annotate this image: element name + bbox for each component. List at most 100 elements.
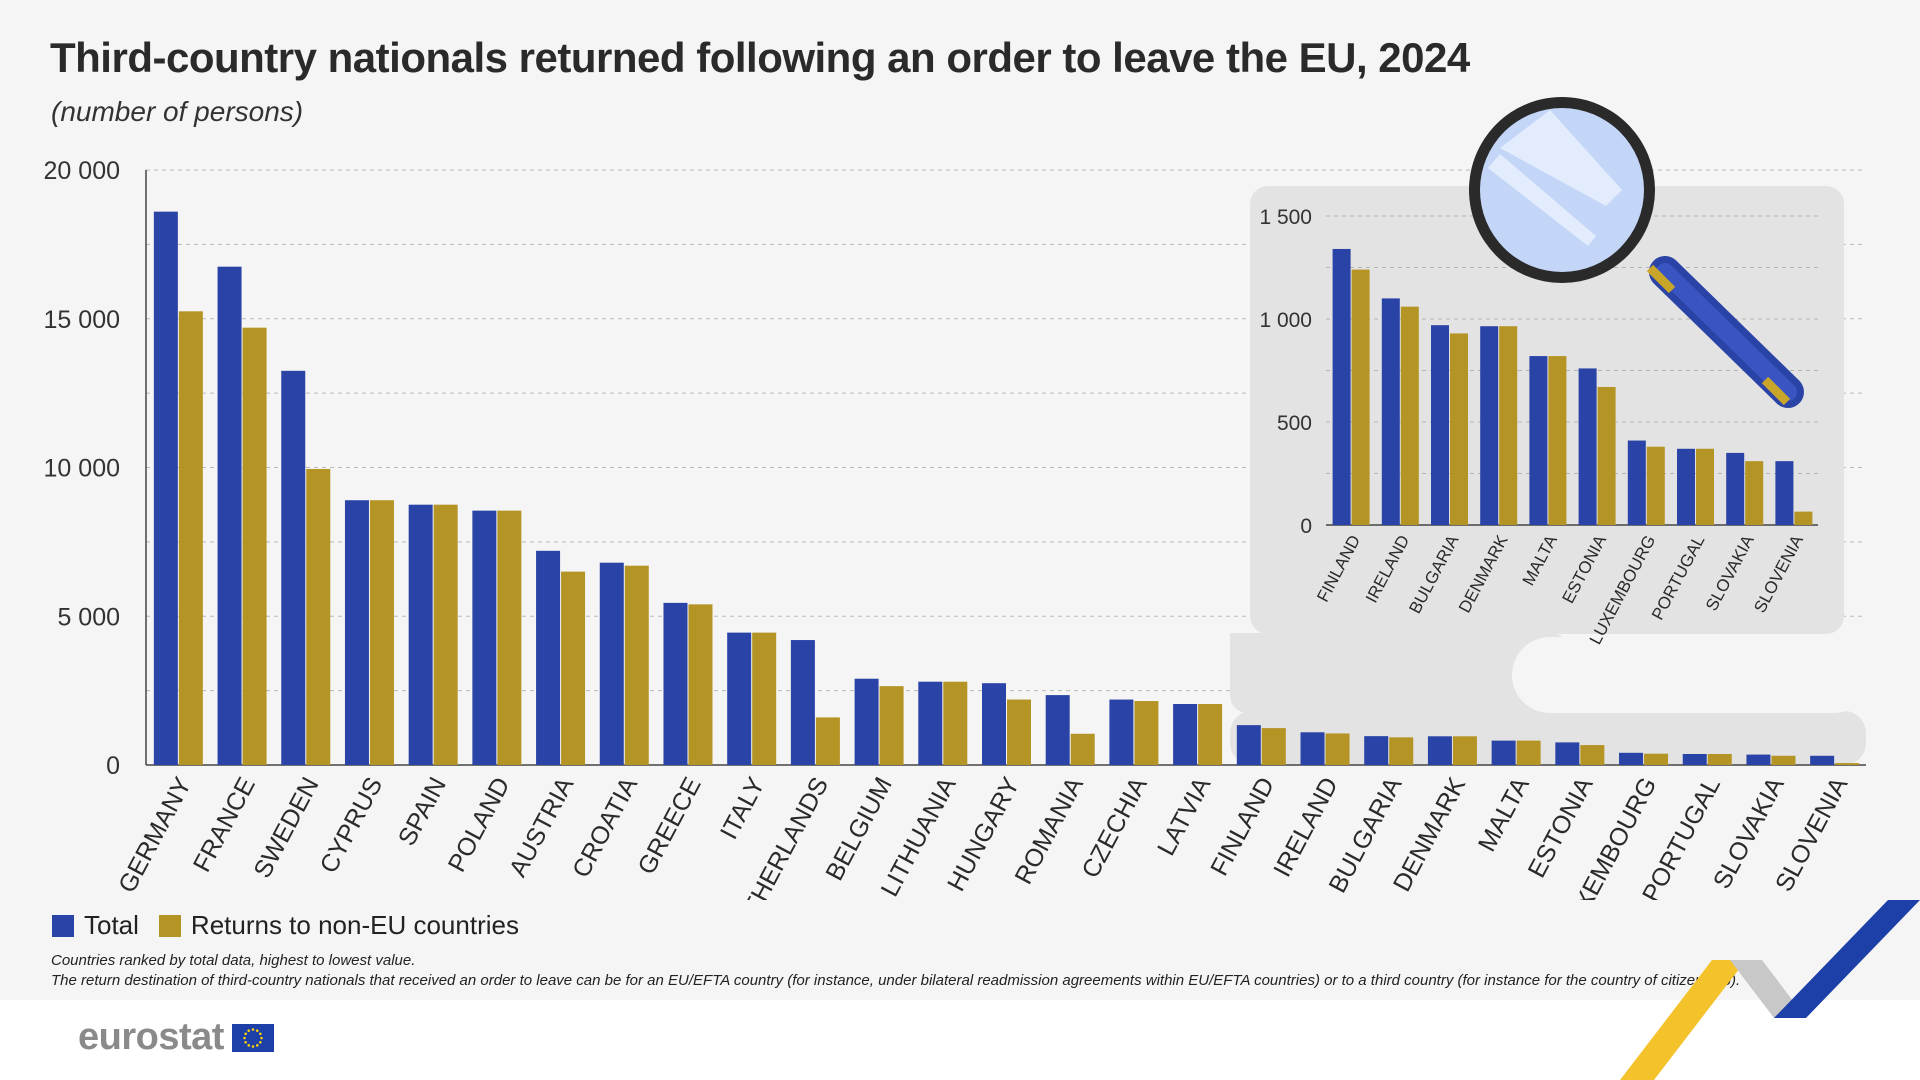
bar-total-lithuania [918, 681, 943, 765]
bar-non-eu-hungary [1007, 699, 1031, 765]
legend-label-total: Total [84, 910, 139, 940]
bar-non-eu-sweden [306, 468, 331, 765]
bar-non-eu-latvia [1198, 704, 1223, 765]
main-bars [153, 211, 1860, 765]
x-tick-label: GREECE [632, 773, 706, 879]
bar-total-greece [663, 602, 688, 765]
legend-label-non-eu: Returns to non-EU countries [190, 910, 519, 940]
bar-non-eu-italy [752, 632, 777, 765]
inset-bar-total-luxembourg [1627, 440, 1646, 525]
bar-total-france [217, 266, 242, 765]
bar-non-eu-bulgaria [1389, 737, 1414, 765]
inset-bar-total-slovakia [1726, 452, 1745, 525]
y-tick-label: 0 [106, 752, 120, 780]
bar-non-eu-austria [561, 571, 586, 765]
x-tick-label: POLAND [443, 773, 516, 877]
bar-total-estonia [1555, 742, 1580, 765]
inset-bar-non-eu-slovakia [1745, 461, 1764, 525]
zoom-band [1230, 711, 1866, 765]
bar-total-austria [536, 550, 561, 765]
bar-non-eu-luxembourg [1644, 753, 1669, 765]
bar-total-italy [727, 632, 752, 765]
bar-non-eu-denmark [1452, 736, 1477, 765]
inset-bar-non-eu-denmark [1499, 326, 1518, 525]
inset-bar-total-estonia [1578, 368, 1597, 525]
x-tick-label: GERMANY [113, 772, 197, 897]
x-tick-label: IRELAND [1268, 773, 1344, 882]
bar-total-cyprus [344, 500, 369, 765]
footnote-destination: The return destination of third-country … [51, 972, 1741, 989]
bar-non-eu-portugal [1707, 753, 1732, 765]
x-tick-label: SPAIN [393, 773, 452, 851]
bar-non-eu-greece [688, 604, 713, 765]
zoom-stem [1250, 630, 1580, 720]
inset-bar-non-eu-luxembourg [1646, 446, 1665, 525]
x-tick-label: ITALY [715, 772, 771, 843]
x-tick-label: FRANCE [188, 773, 261, 877]
inset-bar-total-denmark [1480, 326, 1499, 525]
x-tick-label: LATVIA [1152, 772, 1216, 860]
bar-non-eu-slovenia [1835, 763, 1860, 765]
bar-non-eu-romania [1070, 733, 1095, 765]
bar-non-eu-belgium [879, 686, 904, 765]
bar-total-slovakia [1746, 754, 1771, 765]
eurostat-logo: eurostat [78, 1016, 274, 1059]
legend: Total Returns to non-EU countries [52, 910, 519, 941]
inset-bar-non-eu-finland [1351, 269, 1370, 525]
bar-non-eu-germany [178, 311, 203, 765]
inset-bar-non-eu-estonia [1597, 386, 1616, 525]
y-tick-label: 5 000 [57, 603, 120, 631]
legend-swatch-total [52, 914, 74, 937]
inset-y-tick-label: 500 [1277, 412, 1312, 435]
bar-non-eu-estonia [1580, 745, 1605, 765]
chart-title: Third-country nationals returned followi… [50, 34, 1470, 81]
y-tick-label: 20 000 [44, 157, 120, 185]
bar-non-eu-finland [1261, 728, 1286, 765]
logo-text: eurostat [78, 1016, 224, 1058]
chart-subtitle: (number of persons) [51, 96, 304, 127]
eu-flag-icon [231, 1023, 274, 1052]
bar-non-eu-france [242, 327, 267, 765]
inset-bar-non-eu-slovenia [1794, 511, 1813, 525]
x-tick-label: MALTA [1473, 772, 1535, 856]
inset-bar-non-eu-bulgaria [1450, 333, 1468, 525]
bar-non-eu-spain [433, 504, 458, 765]
bar-total-luxembourg [1619, 752, 1644, 765]
bar-total-poland [472, 510, 497, 765]
bar-total-germany [153, 211, 178, 765]
bar-total-netherlands [790, 640, 815, 765]
inset-bar-non-eu-ireland [1400, 306, 1419, 525]
inset-bar-total-bulgaria [1431, 325, 1449, 525]
inset-bar-non-eu-malta [1548, 356, 1567, 525]
bar-total-malta [1491, 740, 1516, 765]
inset-bars [1332, 248, 1813, 525]
inset-y-tick-label: 0 [1300, 515, 1312, 538]
zoom-stem-gap [1512, 637, 1872, 713]
footnote-ranking: Countries ranked by total data, highest … [51, 952, 416, 969]
inset-bar-total-malta [1529, 356, 1548, 525]
inset-bar-total-slovenia [1775, 461, 1794, 525]
inset-y-tick-label: 1 500 [1259, 206, 1312, 229]
bar-total-latvia [1173, 704, 1198, 765]
bar-total-czechia [1109, 699, 1134, 765]
bar-non-eu-ireland [1325, 733, 1350, 765]
legend-item-non-eu: Returns to non-EU countries [158, 910, 519, 941]
inset-bar-total-ireland [1381, 298, 1400, 525]
bar-total-romania [1045, 695, 1070, 765]
bar-total-finland [1236, 725, 1261, 765]
legend-swatch-non-eu [158, 914, 181, 937]
bar-total-belgium [854, 678, 879, 765]
inset-bar-total-portugal [1677, 448, 1695, 525]
legend-item-total: Total [52, 910, 139, 941]
bar-non-eu-lithuania [943, 681, 968, 765]
magnifier-icon [1469, 97, 1804, 408]
bar-total-croatia [599, 562, 624, 765]
bar-total-hungary [982, 683, 1006, 765]
bar-chart: 0 5 000 10 000 15 000 20 000 GERMANYFRANCESWE… [43, 97, 1872, 900]
bar-non-eu-czechia [1134, 701, 1159, 765]
bar-total-slovenia [1810, 755, 1835, 765]
inset-bar-non-eu-portugal [1696, 448, 1714, 525]
bar-non-eu-malta [1516, 740, 1541, 765]
bar-non-eu-poland [497, 510, 522, 765]
bar-total-portugal [1682, 753, 1707, 765]
